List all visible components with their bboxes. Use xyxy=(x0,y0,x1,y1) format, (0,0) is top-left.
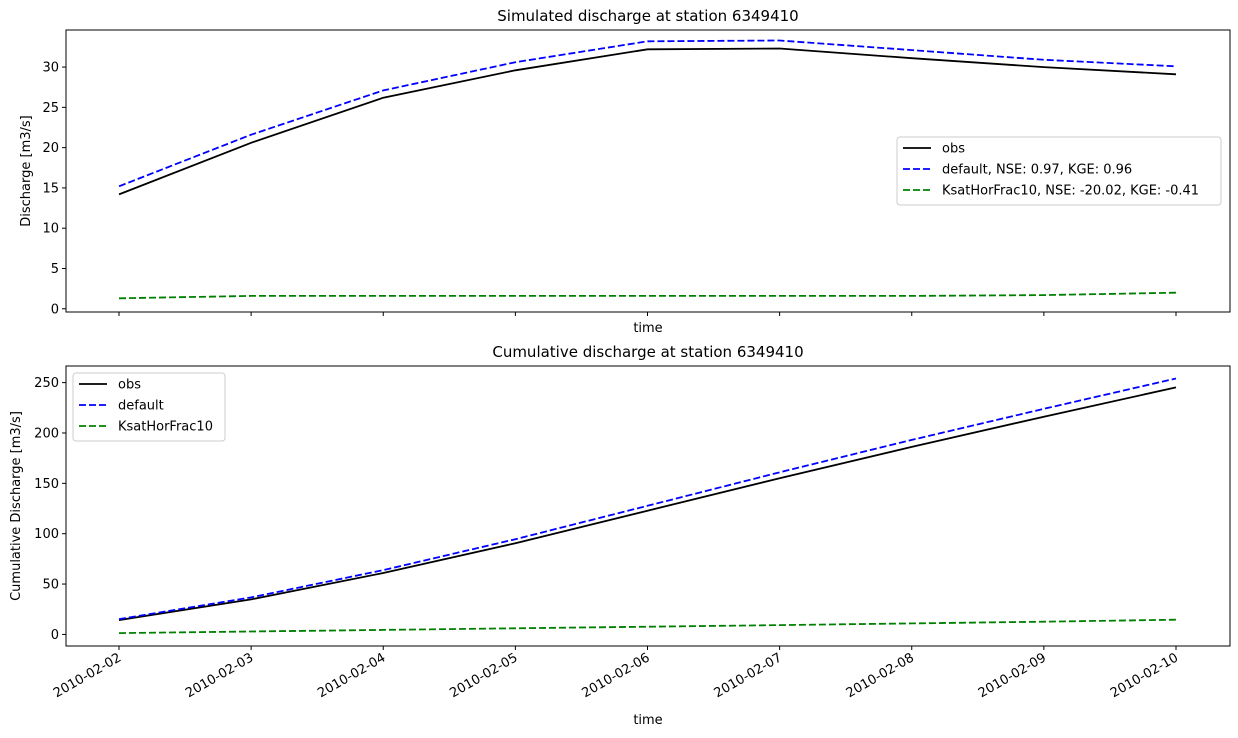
legend: obs default, NSE: 0.97, KGE: 0.96 KsatHorF… xyxy=(896,136,1222,206)
y-tick-label: 50 xyxy=(42,578,59,593)
y-axis-label: Cumulative Discharge [m3/s] xyxy=(9,411,24,601)
legend-box xyxy=(896,136,1222,206)
top-panel: Simulated discharge at station 6349410 0 5… xyxy=(19,7,1231,336)
y-tick-label: 5 xyxy=(51,262,59,277)
legend-box xyxy=(72,372,226,442)
legend-label-3: KsatHorFrac10, NSE: -20.02, KGE: -0.41 xyxy=(942,184,1199,199)
x-tick-label: 2010-02-06 xyxy=(580,650,653,701)
x-axis-label: time xyxy=(633,713,662,728)
x-tick-label: 2010-02-02 xyxy=(51,650,124,701)
legend-label-1: obs xyxy=(118,378,141,393)
series-line-2 xyxy=(118,377,1177,620)
x-tick-label: 2010-02-10 xyxy=(1108,650,1181,701)
y-tick-label: 30 xyxy=(42,61,59,76)
y-tick-label: 200 xyxy=(34,426,59,441)
y-tick-label: 20 xyxy=(42,141,59,156)
x-tick-label: 2010-02-08 xyxy=(844,650,917,701)
y-tick-label: 10 xyxy=(42,222,59,237)
series-line-1 xyxy=(118,47,1177,196)
x-axis-label: time xyxy=(633,321,662,336)
legend-label-3: KsatHorFrac10 xyxy=(118,420,213,435)
legend-label-1: obs xyxy=(942,142,965,157)
y-tick-label: 250 xyxy=(34,376,59,391)
series-line-2 xyxy=(118,39,1177,188)
y-tick-label: 0 xyxy=(51,628,59,643)
legend-label-2: default xyxy=(118,399,164,414)
y-tick-label: 25 xyxy=(42,101,59,116)
x-tick-label: 2010-02-04 xyxy=(315,650,388,701)
x-tick-label: 2010-02-09 xyxy=(976,650,1049,701)
legend-label-2: default, NSE: 0.97, KGE: 0.96 xyxy=(942,163,1132,178)
y-tick-label: 15 xyxy=(42,181,59,196)
y-tick-label: 0 xyxy=(51,302,59,317)
x-tick-label: 2010-02-05 xyxy=(447,650,520,701)
y-tick-label: 150 xyxy=(34,477,59,492)
x-tick-label: 2010-02-03 xyxy=(183,650,256,701)
y-axis-label: Discharge [m3/s] xyxy=(19,115,34,226)
legend: obs default KsatHorFrac10 xyxy=(72,372,226,442)
bottom-panel: Cumulative discharge at station 6349410 0… xyxy=(9,343,1231,728)
series-line-3 xyxy=(118,291,1177,300)
x-tick-label: 2010-02-07 xyxy=(712,650,785,701)
y-tick-label: 100 xyxy=(34,527,59,542)
series-line-1 xyxy=(118,386,1177,621)
series-line-3 xyxy=(118,618,1177,634)
chart-title: Simulated discharge at station 6349410 xyxy=(497,7,798,25)
chart-title: Cumulative discharge at station 6349410 xyxy=(492,343,803,361)
